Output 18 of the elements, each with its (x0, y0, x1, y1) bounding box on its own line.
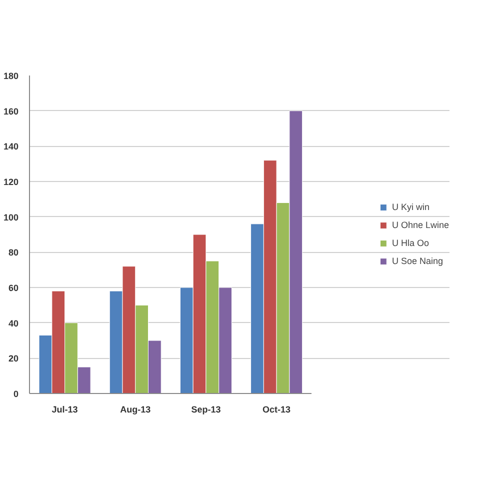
x-tick-label: Aug-13 (120, 404, 151, 414)
legend-label: U Soe Naing (392, 256, 443, 266)
y-tick-label: 160 (3, 106, 19, 116)
y-tick-label: 180 (3, 71, 19, 81)
legend-label: U Ohne Lwine (392, 220, 449, 230)
y-tick-label: 100 (3, 212, 19, 222)
y-tick-label: 140 (3, 142, 19, 152)
y-tick-label: 120 (3, 177, 19, 187)
y-tick-label: 60 (8, 283, 19, 293)
x-tick-label: Sep-13 (191, 404, 221, 414)
legend-label: U Kyi win (392, 202, 430, 212)
y-tick-label: 20 (8, 354, 19, 364)
x-tick-label: Jul-13 (52, 404, 78, 414)
y-tick-label: 80 (8, 248, 19, 258)
y-tick-label: 0 (13, 389, 19, 399)
legend-label: U Hla Oo (392, 238, 429, 248)
x-tick-label: Oct-13 (262, 404, 291, 414)
y-tick-label: 40 (8, 318, 19, 328)
